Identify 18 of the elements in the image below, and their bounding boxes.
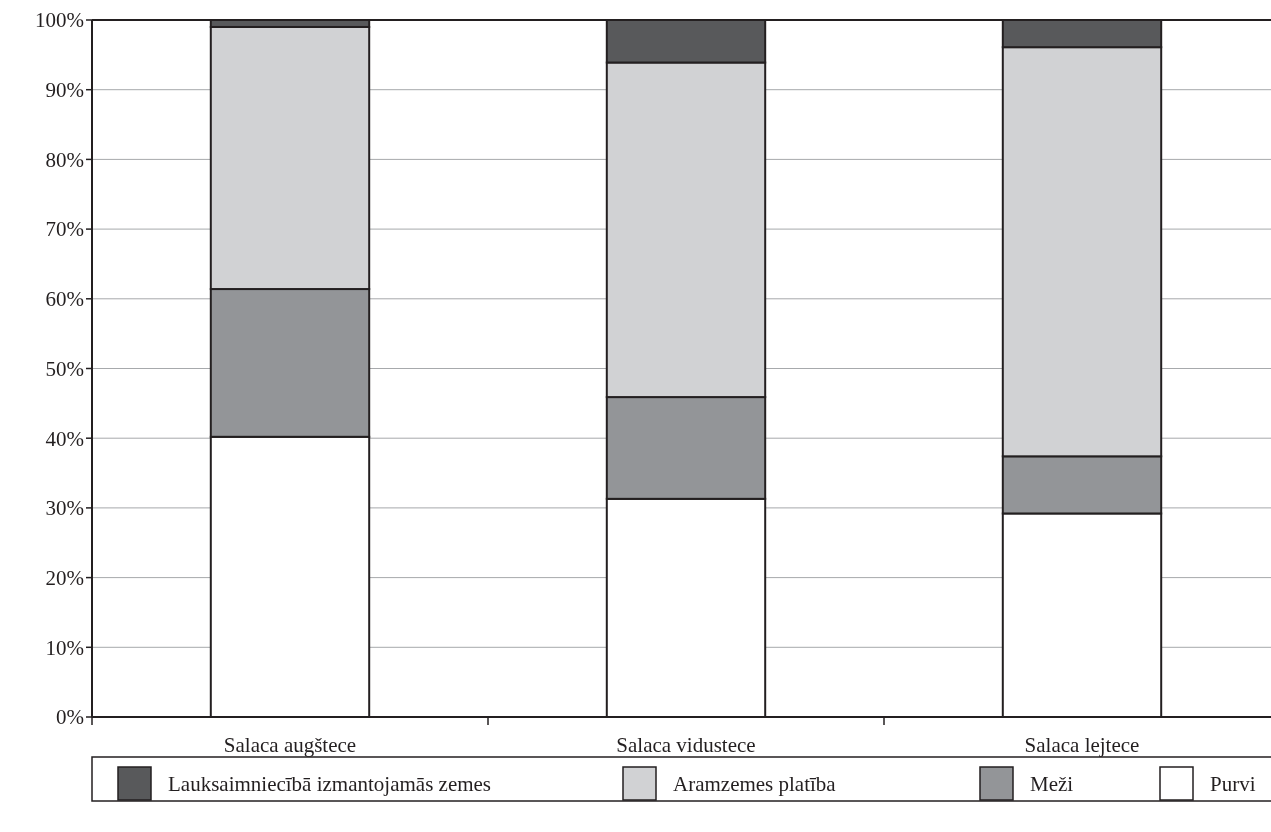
y-tick-label: 60% — [45, 287, 84, 312]
x-tick-label: Salaca vidustece — [616, 733, 756, 757]
legend-label: Aramzemes platība — [673, 772, 837, 797]
legend-label: Lauksaimniecībā izmantojamās zemes — [168, 772, 492, 797]
x-tick-label: Salaca augštece — [223, 733, 357, 757]
y-tick-label: 40% — [45, 426, 84, 451]
legend-label: Purvi — [1210, 772, 1256, 797]
x-tick-label: Salaca lejtece — [1024, 733, 1140, 757]
y-tick-label: 90% — [45, 78, 84, 103]
y-tick-label: 20% — [45, 565, 84, 590]
y-tick-label: 30% — [45, 496, 84, 521]
y-tick-label: 80% — [45, 147, 84, 172]
legend-label: Meži — [1030, 772, 1074, 797]
y-tick-label: 10% — [45, 635, 84, 660]
y-tick-label: 50% — [45, 356, 84, 381]
y-tick-label: 100% — [35, 8, 84, 33]
y-tick-label: 0% — [56, 705, 84, 730]
y-tick-label: 70% — [45, 217, 84, 242]
